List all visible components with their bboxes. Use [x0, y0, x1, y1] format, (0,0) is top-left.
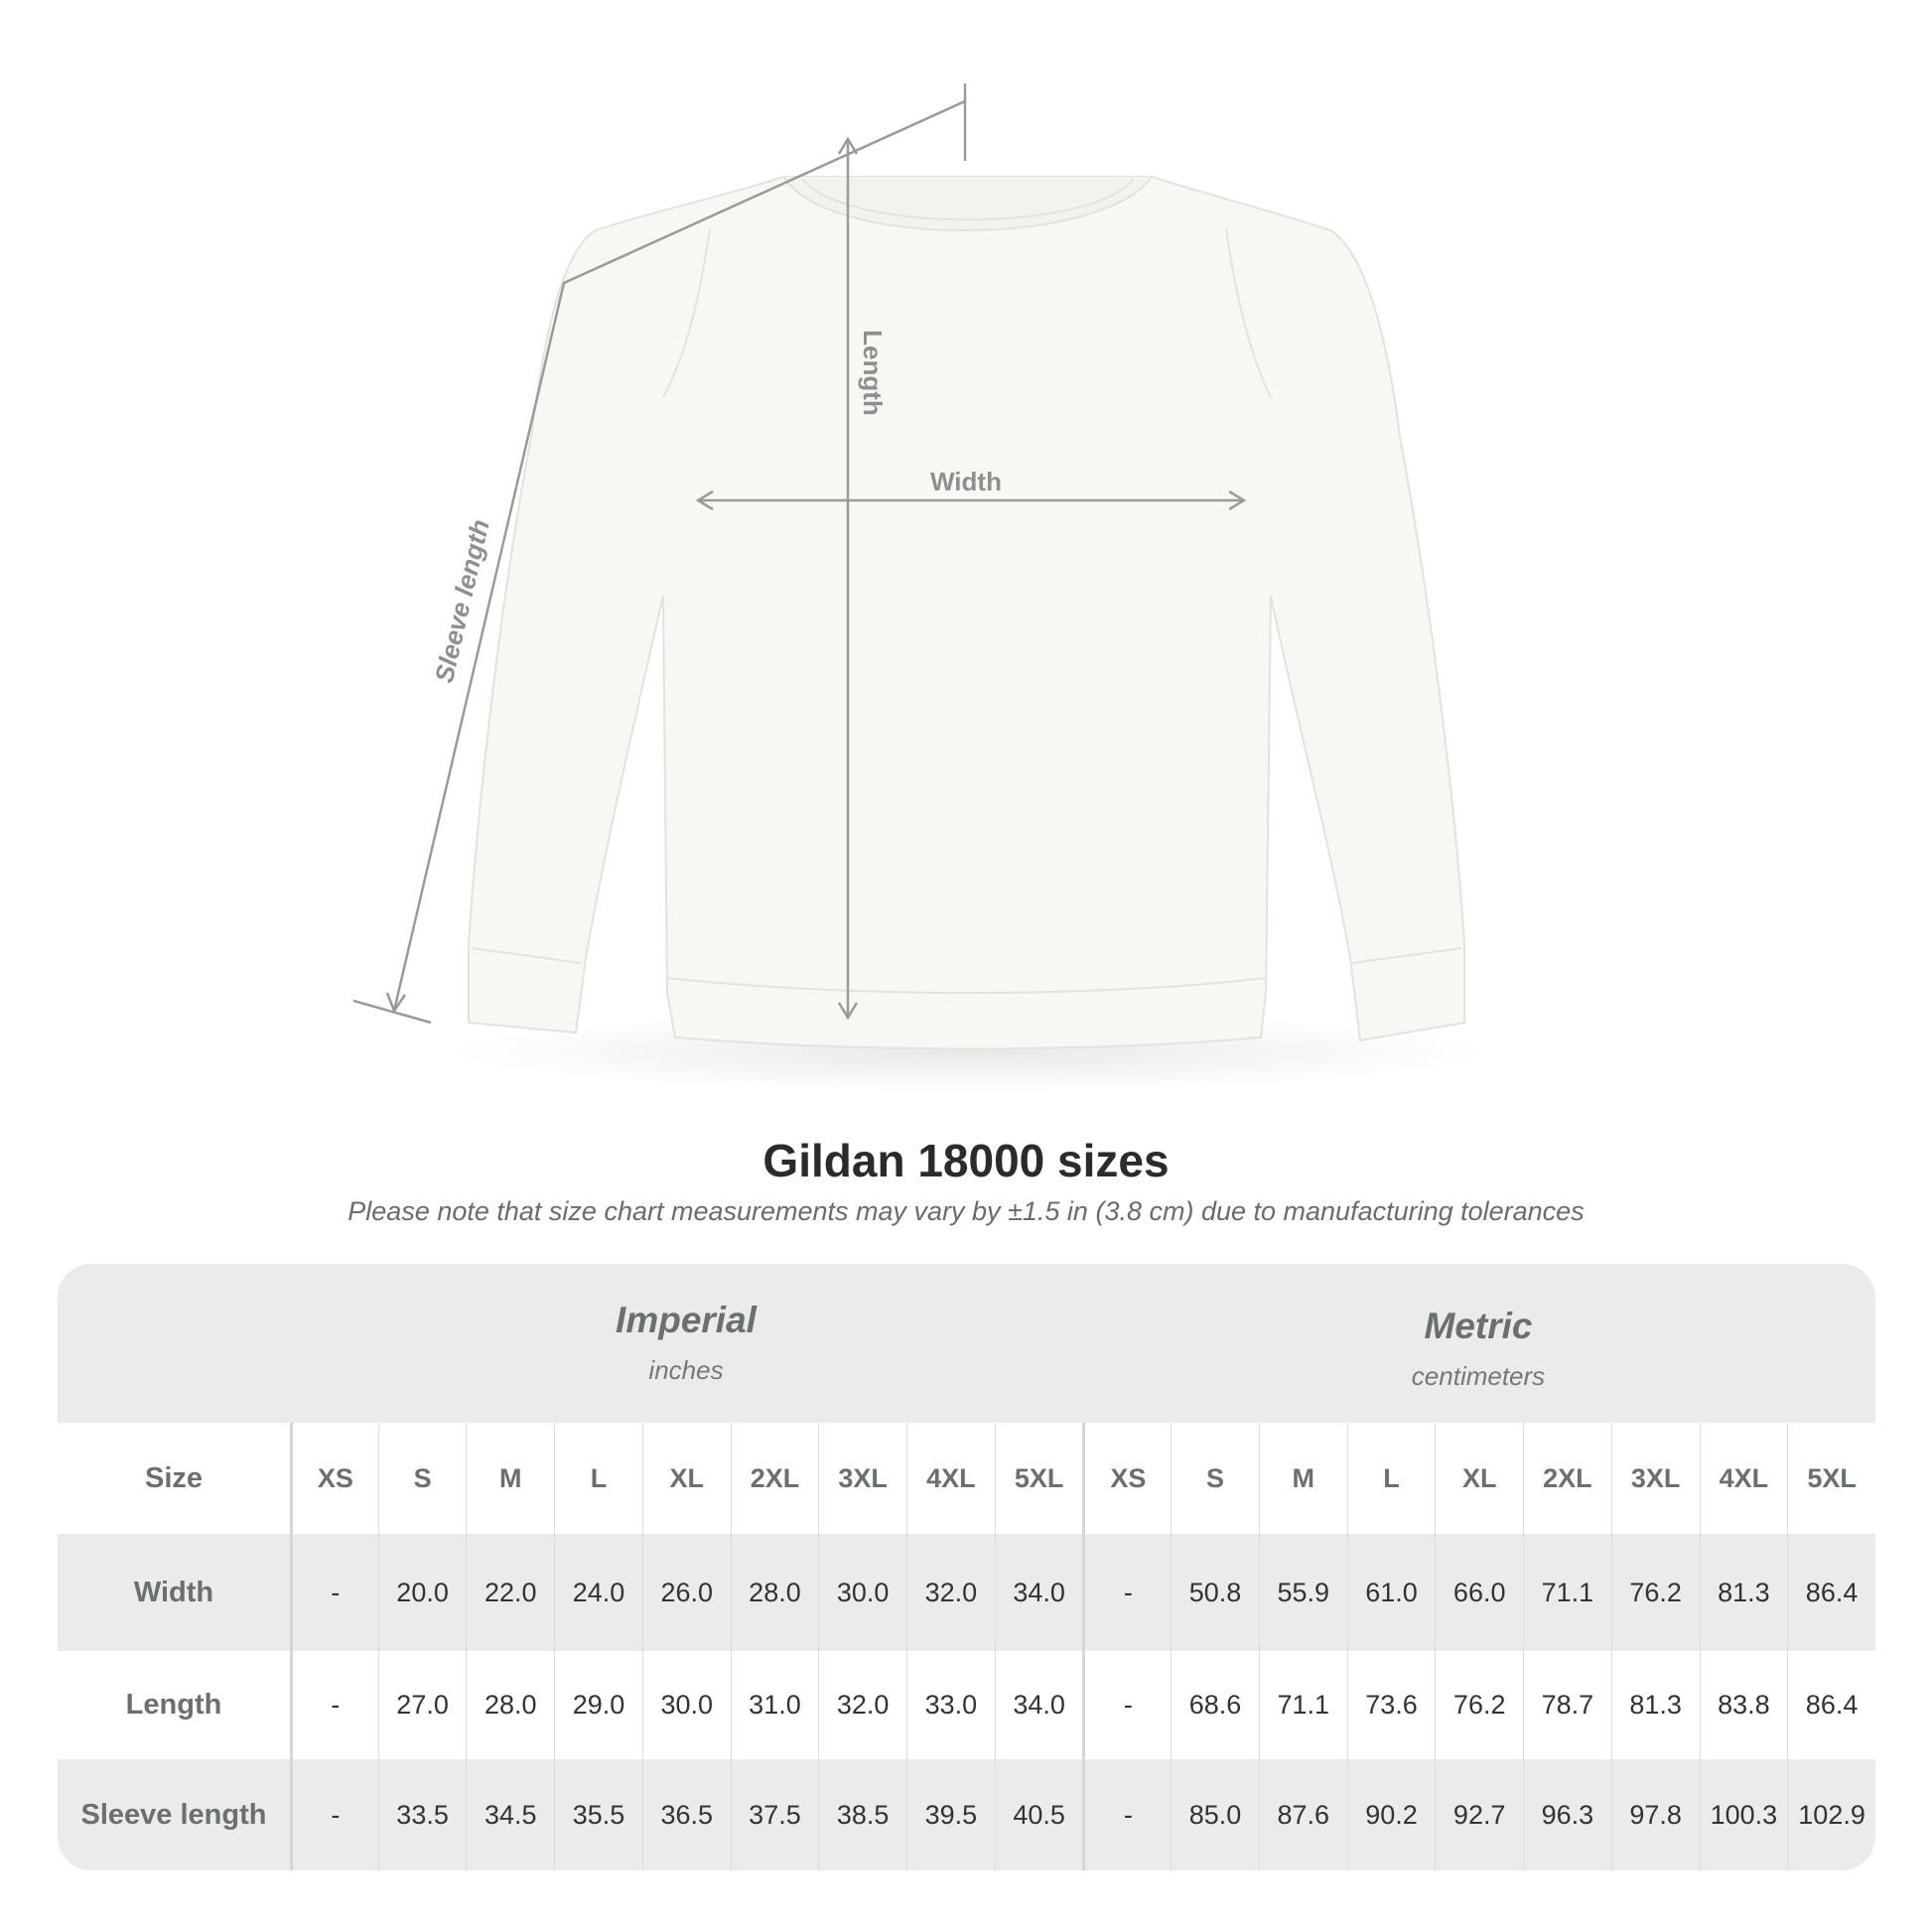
tolerance-note: Please note that size chart measurements… — [347, 1196, 1585, 1226]
table-cell: 34.5 — [466, 1759, 554, 1870]
imperial-group: Imperial inches — [290, 1264, 1082, 1423]
table-cell: 34.0 — [994, 1651, 1083, 1759]
table-cell: - — [1082, 1651, 1171, 1759]
table-cell: 78.7 — [1523, 1651, 1611, 1759]
size-header-cell: 4XL — [906, 1423, 995, 1534]
table-cell: 35.5 — [554, 1759, 642, 1870]
size-header-cell: XL — [641, 1423, 731, 1534]
table-cell: 30.0 — [641, 1651, 731, 1759]
table-cell: 92.7 — [1435, 1759, 1523, 1870]
table-cell: 86.4 — [1787, 1651, 1875, 1759]
size-header-cell: 2XL — [730, 1423, 819, 1534]
sweatshirt-diagram — [352, 83, 1484, 1092]
row-label: Sleeve length — [80, 1798, 267, 1831]
table-row: Width -20.0 22.0 24.0 26.0 28.0 30.0 32.0 34.0-5… — [58, 1534, 1875, 1651]
table-cell: 97.8 — [1610, 1759, 1700, 1870]
table-cell: 50.8 — [1171, 1534, 1259, 1651]
table-cell: 73.6 — [1346, 1651, 1436, 1759]
table-cell: 36.5 — [641, 1759, 731, 1870]
table-cell: - — [290, 1534, 378, 1651]
table-cell: 33.0 — [906, 1651, 995, 1759]
group-unit: inches — [648, 1355, 724, 1385]
table-cell: 71.1 — [1258, 1651, 1347, 1759]
measurement-lines — [352, 83, 1247, 1025]
table-cell: 27.0 — [377, 1651, 467, 1759]
table-cell: 83.8 — [1699, 1651, 1788, 1759]
size-header-cell: 5XL — [1787, 1423, 1875, 1534]
table-cell: 66.0 — [1435, 1534, 1523, 1651]
metric-group: Metric centimeters — [1082, 1264, 1874, 1423]
table-row: Sleeve length -33.5 34.5 35.5 36.5 37.5 38.5 39… — [58, 1759, 1875, 1870]
table-cell: 86.4 — [1787, 1534, 1875, 1651]
table-cell: 100.3 — [1699, 1759, 1788, 1870]
size-header-cell: 5XL — [994, 1423, 1083, 1534]
size-header-cell: M — [466, 1423, 554, 1534]
header-band — [58, 1264, 1875, 1423]
table-cell: - — [290, 1651, 378, 1759]
table-cell: 33.5 — [377, 1759, 467, 1870]
sleeve-line — [392, 99, 966, 1012]
table-cell: 20.0 — [377, 1534, 467, 1651]
table-cell: 71.1 — [1523, 1534, 1611, 1651]
table-cell: 61.0 — [1346, 1534, 1436, 1651]
table-cell: 55.9 — [1258, 1534, 1347, 1651]
table-cell: 76.2 — [1610, 1534, 1700, 1651]
table-cell: 28.0 — [730, 1534, 819, 1651]
table-cell: 28.0 — [466, 1651, 554, 1759]
page-title: Gildan 18000 sizes — [762, 1135, 1170, 1186]
size-header-cell: XL — [1435, 1423, 1523, 1534]
table-cell: 37.5 — [730, 1759, 819, 1870]
table-cell: 81.3 — [1610, 1651, 1700, 1759]
table-cell: 39.5 — [906, 1759, 995, 1870]
table-cell: 96.3 — [1523, 1759, 1611, 1870]
table-cell: 26.0 — [641, 1534, 731, 1651]
table-cell: 30.0 — [818, 1534, 906, 1651]
width-label: Width — [930, 467, 1002, 496]
table-cell: 22.0 — [466, 1534, 554, 1651]
size-header-cell: M — [1258, 1423, 1347, 1534]
row-label: Length — [125, 1689, 222, 1721]
size-header-cell: S — [377, 1423, 467, 1534]
size-label: Size — [144, 1461, 204, 1494]
row-band — [58, 1534, 1875, 1651]
size-header-row: Size XS S M L XL 2XL 3XL 4XL 5XL XS S M L XL 2XL 3XL 4XL… — [58, 1423, 1875, 1534]
table-cell: 29.0 — [554, 1651, 642, 1759]
size-header-cell: 3XL — [818, 1423, 906, 1534]
table-cell: 32.0 — [818, 1651, 906, 1759]
table-cell: 40.5 — [994, 1759, 1083, 1870]
table-cell: 24.0 — [554, 1534, 642, 1651]
size-chart-table: Imperial inches Metric centimeters Size … — [58, 1264, 1875, 1870]
size-header-cell: L — [1346, 1423, 1436, 1534]
size-header-cell: 3XL — [1610, 1423, 1700, 1534]
row-label: Width — [133, 1576, 214, 1608]
table-cell: 87.6 — [1258, 1759, 1347, 1870]
table-cell: 85.0 — [1171, 1759, 1259, 1870]
size-header-cell: XS — [290, 1423, 378, 1534]
table-cell: 68.6 — [1171, 1651, 1259, 1759]
row-band — [58, 1759, 1875, 1870]
table-cell: 90.2 — [1346, 1759, 1436, 1870]
table-cell: 81.3 — [1699, 1534, 1788, 1651]
group-name: Metric — [1424, 1306, 1533, 1346]
table-cell: - — [1082, 1534, 1171, 1651]
size-header-cell: L — [554, 1423, 642, 1534]
table-cell: 34.0 — [994, 1534, 1083, 1651]
table-cell: 76.2 — [1435, 1651, 1523, 1759]
table-cell: 102.9 — [1787, 1759, 1875, 1870]
table-cell: - — [290, 1759, 378, 1870]
size-header-cell: XS — [1082, 1423, 1171, 1534]
table-row: Length -27.0 28.0 29.0 30.0 31.0 32.0 33.0 34.0-… — [58, 1651, 1875, 1759]
size-header-cell: S — [1171, 1423, 1259, 1534]
size-header-cell: 4XL — [1699, 1423, 1788, 1534]
size-header-cell: 2XL — [1523, 1423, 1611, 1534]
table-cell: - — [1082, 1759, 1171, 1870]
table-cell: 31.0 — [730, 1651, 819, 1759]
group-name: Imperial — [616, 1300, 757, 1340]
group-unit: centimeters — [1411, 1361, 1546, 1391]
sweatshirt-image — [468, 176, 1465, 1050]
length-label: Length — [857, 330, 888, 416]
table-cell: 32.0 — [906, 1534, 995, 1651]
table-cell: 38.5 — [818, 1759, 906, 1870]
